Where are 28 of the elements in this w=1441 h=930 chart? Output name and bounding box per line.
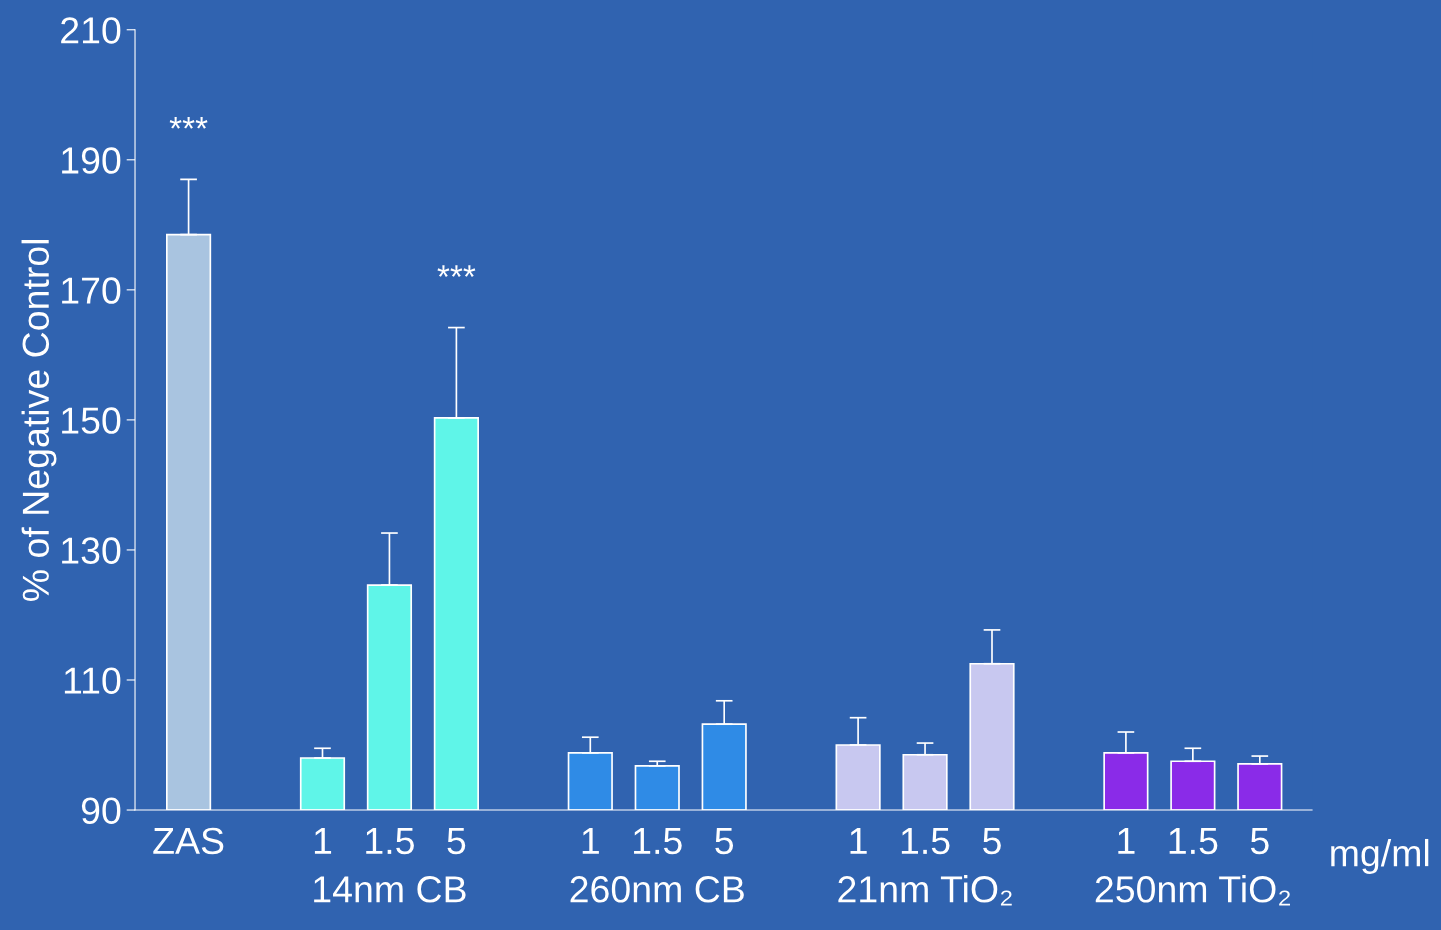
x-tick-label: 5 — [1250, 828, 1269, 855]
x-tick-label: 1 — [582, 828, 599, 854]
text: 21nm TiO₂ — [838, 875, 1012, 906]
y-tick-label: 210 — [61, 17, 121, 44]
x-tick-label: 5 — [715, 828, 734, 855]
x-tick-label: 1.5 — [366, 828, 414, 855]
x-tick-label: 5 — [983, 828, 1001, 855]
y-axis-title: % of Negative Control — [21, 240, 57, 601]
y-tick-label: 90 — [81, 797, 121, 824]
y-tick-label: 170 — [62, 277, 121, 304]
annotation: *** — [437, 265, 476, 277]
y-tick-label: 110 — [64, 667, 121, 694]
y-tick-label: 150 — [62, 407, 121, 434]
x-tick-label: 1 — [1118, 828, 1135, 854]
x-tick-label: 5 — [447, 828, 466, 855]
x-tick-label: ZAS — [153, 827, 224, 855]
annotation: *** — [169, 116, 208, 129]
text: mg/ml — [1331, 838, 1429, 874]
x-tick-label: 1.5 — [634, 828, 682, 855]
text: 14nm CB — [314, 876, 466, 903]
y-tick-label: 130 — [62, 537, 121, 564]
x-tick-label: 1.5 — [901, 828, 950, 855]
text: 260nm CB — [570, 876, 744, 903]
x-tick-label: 1.5 — [1169, 828, 1218, 855]
x-tick-label: 1 — [314, 828, 332, 854]
y-tick-label: 190 — [62, 147, 121, 174]
text: 250nm TiO₂ — [1095, 875, 1290, 906]
x-tick-label: 1 — [850, 828, 867, 854]
